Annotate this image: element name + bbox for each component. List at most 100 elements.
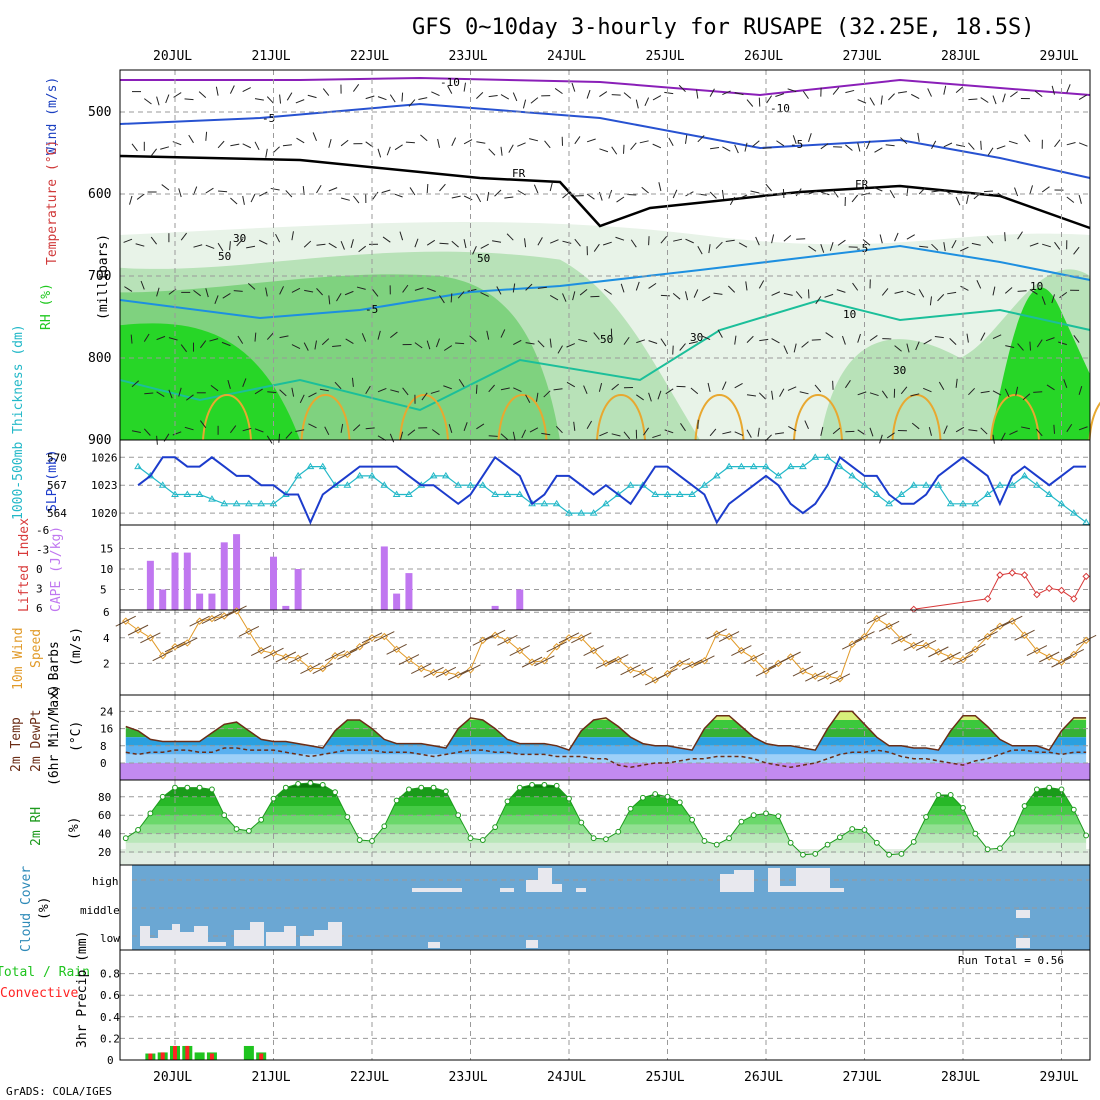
wind-barb (869, 427, 874, 437)
rh2m-marker (122, 835, 129, 842)
wind-barb (968, 429, 978, 432)
wind-barb (131, 380, 140, 388)
wind-barb (615, 236, 625, 241)
wind-barb (279, 389, 287, 397)
rh2m-marker (159, 793, 166, 800)
cloud-block (250, 922, 264, 946)
slp-tick-label: 1023 (91, 479, 118, 492)
wind-barb (486, 330, 490, 340)
wind-barb (729, 196, 736, 206)
wind-barb (399, 231, 404, 241)
cloud-block (208, 942, 226, 946)
wind10-barb (878, 620, 900, 632)
wind-barb (727, 285, 736, 293)
wind-barb (351, 377, 354, 387)
wind-barb (1042, 243, 1051, 248)
wind-barb (279, 94, 282, 104)
wind-barb (949, 337, 957, 345)
cape-bar (196, 593, 204, 610)
wind-barb (1054, 241, 1061, 250)
wind-barb (1045, 337, 1055, 342)
wind-barb (316, 288, 324, 296)
temp-band (125, 745, 1087, 755)
wind-barb (372, 191, 379, 200)
wind10-barb (201, 613, 223, 625)
wind-barb (140, 280, 145, 290)
wind10-barb (915, 640, 937, 651)
wind-barb (1066, 84, 1071, 93)
rh2m-marker (800, 851, 806, 858)
thickness-marker (934, 481, 943, 488)
rh2m-marker (393, 797, 400, 804)
wind-barb (332, 345, 342, 348)
wind-barb (1051, 294, 1055, 304)
wind-barb (312, 132, 317, 141)
wind10-barb (965, 643, 986, 655)
wind-barb (996, 145, 1006, 150)
thickness-marker (208, 495, 216, 502)
thickness-marker (368, 471, 376, 479)
thickness-marker (1008, 481, 1017, 488)
thickness-marker (663, 490, 672, 497)
wind-barb (250, 193, 256, 203)
rh2m-marker (886, 851, 893, 858)
wind-barb (344, 290, 354, 296)
bottom-day-label: 21JUL (252, 1070, 291, 1085)
wind-barb (586, 193, 595, 200)
thickness-marker (306, 462, 315, 470)
wind-barb (129, 195, 133, 205)
cloud-block (172, 924, 180, 946)
wind-barb (943, 142, 953, 148)
wind-barb (405, 141, 415, 144)
wind-barb (131, 430, 141, 434)
slp-tick-label: 1020 (91, 507, 118, 520)
wind10-barb (324, 650, 346, 662)
wind-barb (1002, 93, 1006, 103)
footer-credit: GrADS: COLA/IGES (6, 1085, 112, 1098)
cape-bar (220, 542, 228, 610)
rh2m-marker (221, 812, 228, 819)
rh2m-marker (455, 812, 462, 819)
wind-barb (450, 293, 453, 303)
wind-barb (639, 140, 649, 144)
cape-bar (171, 552, 179, 610)
wind-barb (426, 239, 436, 246)
thickness-marker (294, 471, 303, 479)
wind-barb (771, 291, 781, 296)
wind-barb (825, 332, 834, 339)
wind-barb (500, 387, 510, 391)
wind-barb (254, 388, 263, 395)
wind-barb (696, 89, 699, 99)
wind-barb (701, 335, 711, 341)
thickness-marker (1057, 499, 1066, 507)
wind-barb (648, 392, 652, 402)
precip-convective-bar (209, 1053, 214, 1060)
wind-barb (279, 335, 289, 339)
pressure-tick-label: 900 (88, 433, 111, 448)
wind-barb (1014, 187, 1019, 197)
temp-tick-label: 24 (100, 705, 114, 718)
rh2m-marker (209, 786, 215, 793)
rh2m-marker (935, 792, 942, 798)
wind10-barb (681, 659, 703, 671)
rh2m-marker (1070, 806, 1077, 813)
wind-barb (467, 288, 477, 292)
wind-barb (500, 433, 509, 441)
wind-barb (457, 291, 465, 299)
temp-band (125, 711, 1087, 720)
wind-barb (336, 293, 342, 302)
cloud-level-label: middle (80, 904, 120, 917)
wind-barb (980, 97, 989, 103)
top-day-label: 21JUL (252, 49, 291, 64)
wind-barb (513, 387, 522, 393)
cloud-block (500, 888, 514, 892)
thickness-marker (244, 499, 253, 507)
rh2m-label-1: 2m RH (29, 807, 44, 846)
wind-barb (242, 378, 247, 387)
rh2m-marker (738, 818, 745, 825)
wind-barb (431, 429, 440, 436)
isotherm-minus5-lower (119, 244, 1091, 320)
wind-barb (919, 245, 929, 248)
rh2m-marker (196, 784, 203, 791)
thickness-marker (1045, 490, 1054, 497)
